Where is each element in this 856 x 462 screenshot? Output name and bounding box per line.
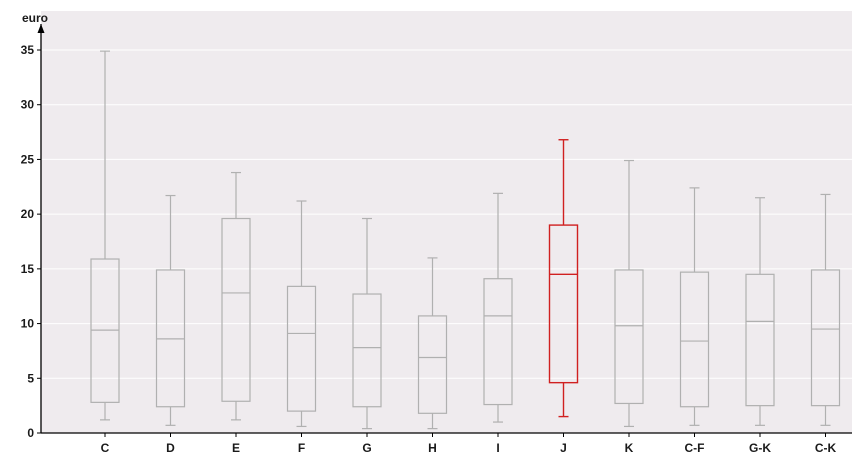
y-tick-label: 10: [21, 317, 35, 331]
box-iqr: [417, 315, 448, 414]
x-tick-label: E: [232, 441, 240, 455]
box-iqr: [483, 278, 513, 406]
box-g: [352, 217, 382, 430]
x-tick-label: C: [101, 441, 110, 455]
y-tick-label: 25: [21, 152, 35, 166]
axes: 0 5 10 15 20 25 30 35 C D E F G H I J K C-F G-K C-K: [21, 24, 852, 455]
box-iqr: [286, 285, 317, 412]
box-c-f: [679, 187, 710, 426]
y-tick-label: 20: [21, 207, 35, 221]
box-h: [417, 257, 448, 430]
box-k: [614, 159, 644, 428]
y-axis-arrow: [37, 24, 45, 33]
x-tick-label: G: [362, 441, 371, 455]
box-iqr: [614, 269, 644, 405]
y-tick-label: 5: [27, 371, 34, 385]
box-iqr: [679, 271, 710, 408]
x-tick-label: J: [560, 441, 567, 455]
box-i: [483, 192, 513, 423]
box-c-k: [810, 193, 841, 426]
y-tick-label: 15: [21, 262, 35, 276]
box-series: [90, 50, 841, 430]
box-d: [155, 194, 186, 426]
y-tick-label: 0: [27, 426, 34, 440]
x-tick-label: C-K: [815, 441, 837, 455]
x-tick-label: C-F: [685, 441, 705, 455]
x-tick-label: I: [496, 441, 499, 455]
y-axis-label: euro: [22, 11, 48, 25]
box-f: [286, 200, 317, 428]
box-iqr: [745, 273, 775, 407]
x-tick-label: F: [298, 441, 305, 455]
box-iqr: [810, 269, 841, 407]
y-tick-label: 35: [21, 43, 35, 57]
box-g-k: [745, 197, 775, 426]
x-tick-label: H: [428, 441, 437, 455]
box-c: [90, 50, 120, 421]
box-iqr: [352, 293, 382, 408]
x-tick-label: D: [166, 441, 175, 455]
box-iqr: [221, 217, 251, 402]
x-tick-label: G-K: [749, 441, 771, 455]
box-e: [221, 171, 251, 421]
x-tick-label: K: [625, 441, 634, 455]
box-iqr: [548, 224, 579, 384]
y-tick-label: 30: [21, 98, 35, 112]
box-j: [548, 139, 579, 418]
